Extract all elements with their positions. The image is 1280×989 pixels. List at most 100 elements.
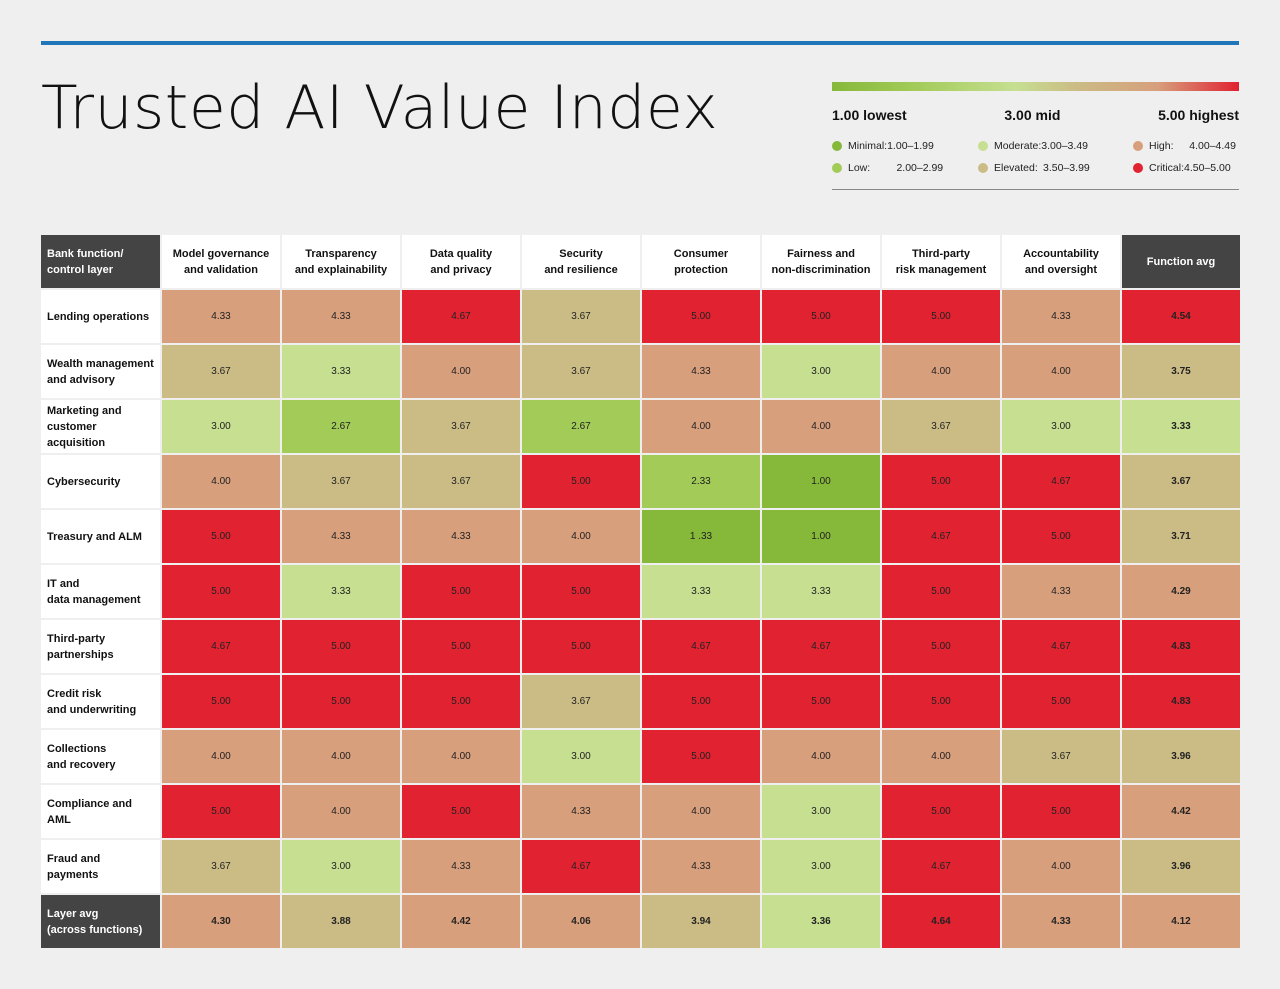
legend-scale-low: 1.00 lowest	[832, 107, 907, 123]
heatmap-cell: 4.00	[162, 455, 280, 508]
legend-dot-icon	[832, 162, 842, 173]
heatmap-cell: 5.00	[642, 730, 760, 783]
heatmap-cell: 4.00	[882, 730, 1000, 783]
heatmap-cell: 4.00	[642, 785, 760, 838]
column-header: Data quality and privacy	[402, 235, 520, 288]
legend-item-high: High: 4.00–4.49	[1133, 139, 1239, 152]
row-label: Layer avg (across functions)	[41, 895, 160, 948]
legend-item-label: Low:	[848, 161, 871, 174]
heatmap-cell: 5.00	[882, 620, 1000, 673]
heatmap-cell: 5.00	[1002, 785, 1120, 838]
heatmap-cell: 5.00	[1002, 510, 1120, 563]
heatmap-cell: 3.36	[762, 895, 880, 948]
legend-scale: 1.00 lowest 3.00 mid 5.00 highest	[832, 107, 1239, 123]
heatmap-cell: 5.00	[282, 620, 400, 673]
heatmap-cell: 4.67	[522, 840, 640, 893]
row-label: Collections and recovery	[41, 730, 160, 783]
row-label: IT and data management	[41, 565, 160, 618]
heatmap-cell: 4.33	[282, 290, 400, 343]
heatmap-cell: 4.67	[402, 290, 520, 343]
heatmap-cell: 4.67	[882, 840, 1000, 893]
heatmap-cell: 3.67	[162, 345, 280, 398]
heatmap-cell: 4.06	[522, 895, 640, 948]
legend-dot-icon	[978, 162, 988, 173]
heatmap-cell: 4.33	[1002, 565, 1120, 618]
heatmap-cell: 3.67	[882, 400, 1000, 453]
heatmap-cell: 4.54	[1122, 290, 1240, 343]
heatmap-cell: 3.67	[522, 675, 640, 728]
heatmap-cell: 3.00	[762, 785, 880, 838]
heatmap-cell: 4.33	[162, 290, 280, 343]
legend-item-label: Elevated:	[994, 161, 1038, 174]
heatmap-cell: 5.00	[522, 455, 640, 508]
heatmap-cell: 2.67	[522, 400, 640, 453]
heatmap-cell: 4.64	[882, 895, 1000, 948]
heatmap-cell: 3.33	[282, 565, 400, 618]
heatmap-cell: 4.67	[1002, 455, 1120, 508]
legend-dot-icon	[978, 140, 988, 151]
heatmap-cell: 3.33	[762, 565, 880, 618]
heatmap-cell: 5.00	[162, 785, 280, 838]
heatmap-cell: 4.33	[642, 840, 760, 893]
heatmap-cell: 4.29	[1122, 565, 1240, 618]
heatmap-cell: 3.00	[162, 400, 280, 453]
row-label: Treasury and ALM	[41, 510, 160, 563]
heatmap-cell: 3.67	[1002, 730, 1120, 783]
column-header: Fairness and non-discrimination	[762, 235, 880, 288]
heatmap-cell: 4.33	[402, 840, 520, 893]
heatmap-cell: 5.00	[882, 455, 1000, 508]
heatmap-cell: 4.67	[882, 510, 1000, 563]
heatmap-cell: 4.00	[402, 345, 520, 398]
heatmap-cell: 4.33	[1002, 895, 1120, 948]
legend: 1.00 lowest 3.00 mid 5.00 highest Minima…	[832, 82, 1239, 190]
heatmap-table: Bank function/control layer Model governa…	[41, 235, 1240, 948]
heatmap-cell: 3.00	[762, 345, 880, 398]
heatmap-cell: 3.67	[522, 345, 640, 398]
legend-items: Minimal: 1.00–1.99 Moderate: 3.00–3.49 Hig…	[832, 139, 1239, 174]
heatmap-cell: 4.67	[642, 620, 760, 673]
legend-dot-icon	[832, 140, 842, 151]
row-label: Compliance and AML	[41, 785, 160, 838]
heatmap-cell: 4.67	[162, 620, 280, 673]
heatmap-cell: 5.00	[762, 675, 880, 728]
legend-item-critical: Critical: 4.50–5.00	[1133, 161, 1239, 174]
heatmap-cell: 5.00	[522, 565, 640, 618]
heatmap-cell: 3.94	[642, 895, 760, 948]
heatmap-cell: 3.33	[642, 565, 760, 618]
legend-dot-icon	[1133, 162, 1143, 173]
heatmap-cell: 4.00	[762, 730, 880, 783]
heatmap-cell: 3.33	[1122, 400, 1240, 453]
heatmap-cell: 5.00	[642, 675, 760, 728]
heatmap-cell: 3.67	[1122, 455, 1240, 508]
heatmap-cell: 4.00	[402, 730, 520, 783]
heatmap-cell: 4.00	[282, 730, 400, 783]
column-header: Security and resilience	[522, 235, 640, 288]
heatmap-cell: 3.00	[522, 730, 640, 783]
heatmap-cell: 5.00	[642, 290, 760, 343]
heatmap-cell: 3.96	[1122, 840, 1240, 893]
row-label: Cybersecurity	[41, 455, 160, 508]
column-header: Model governance and validation	[162, 235, 280, 288]
heatmap-cell: 4.83	[1122, 620, 1240, 673]
heatmap-cell: 4.42	[402, 895, 520, 948]
column-header: Accountability and oversight	[1002, 235, 1120, 288]
row-label: Marketing and customer acquisition	[41, 400, 160, 453]
page-title: Trusted AI Value Index	[41, 73, 719, 143]
heatmap-cell: 5.00	[1002, 675, 1120, 728]
legend-dot-icon	[1133, 140, 1143, 151]
heatmap-cell: 3.67	[162, 840, 280, 893]
heatmap-cell: 4.33	[1002, 290, 1120, 343]
heatmap-cell: 4.42	[1122, 785, 1240, 838]
heatmap-cell: 4.00	[1002, 345, 1120, 398]
heatmap-cell: 3.71	[1122, 510, 1240, 563]
heatmap-cell: 5.00	[162, 565, 280, 618]
legend-item-moderate: Moderate: 3.00–3.49	[978, 139, 1133, 152]
column-header: Consumer protection	[642, 235, 760, 288]
heatmap-cell: 5.00	[402, 620, 520, 673]
column-header: Transparency and explainability	[282, 235, 400, 288]
corner-header: Bank function/control layer	[41, 235, 160, 288]
heatmap-cell: 4.00	[162, 730, 280, 783]
heatmap-cell: 4.33	[642, 345, 760, 398]
heatmap-cell: 2.67	[282, 400, 400, 453]
heatmap-cell: 1 .33	[642, 510, 760, 563]
